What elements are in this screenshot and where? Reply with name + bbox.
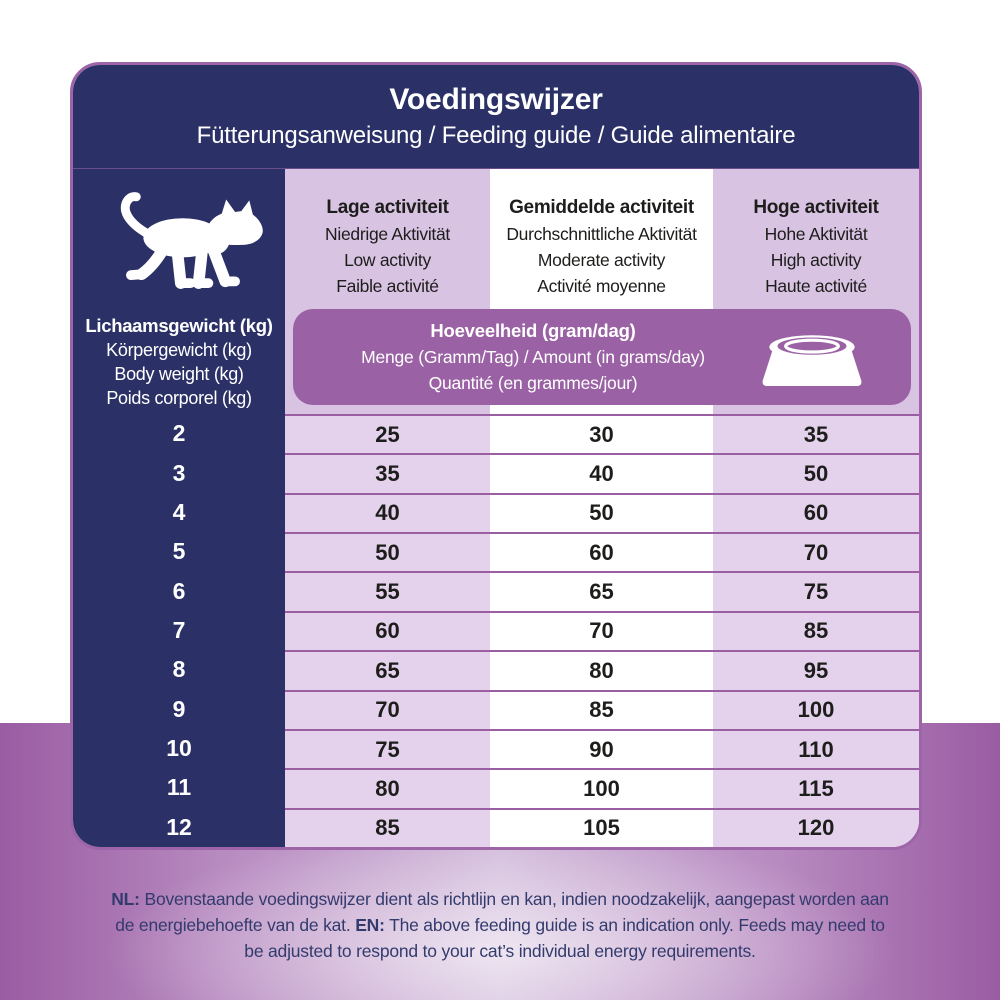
page-title: Voedingswijzer (389, 83, 603, 116)
weight-value: 7 (172, 616, 186, 643)
amount-cell-low: 40 (285, 492, 490, 533)
amount-banner: Hoeveelheid (gram/dag) Menge (Gramm/Tag) … (293, 309, 911, 405)
footer-note: NL: Bovenstaande voedingswijzer dient al… (110, 886, 890, 964)
weight-value: 9 (172, 695, 186, 722)
footer-en-text: The above feeding guide is an indication… (244, 915, 885, 961)
column-header-high-activity: Hoge activiteit Hohe Aktivität High activi… (713, 169, 919, 309)
text-line: Lage activiteit (326, 197, 449, 218)
amount-cell-moderate: 100 (490, 768, 713, 808)
amount-cell-moderate: 40 (490, 453, 713, 493)
weight-value: 3 (172, 459, 186, 486)
amount-cell-moderate: 60 (490, 532, 713, 572)
weight-value: 6 (172, 577, 186, 604)
cat-icon (73, 169, 285, 309)
weight-value: 4 (172, 498, 186, 525)
amount-cell-high: 120 (713, 807, 919, 847)
text-line: Körpergewicht (kg) (106, 339, 252, 360)
amount-cell-low: 80 (285, 768, 490, 808)
amount-cell-moderate: 90 (490, 728, 713, 769)
footer-en-label: EN: (355, 915, 385, 935)
text-line: Hoge activiteit (753, 197, 879, 218)
amount-cell-low: 50 (285, 532, 490, 572)
amount-banner-row: Hoeveelheid (gram/dag) Menge (Gramm/Tag) … (285, 309, 919, 414)
amount-cell-moderate: 85 (490, 689, 713, 729)
weight-value: 10 (166, 735, 192, 762)
text-line: Moderate activity (537, 250, 666, 270)
amount-cell-high: 85 (713, 610, 919, 651)
amount-cell-low: 55 (285, 571, 490, 611)
amount-cell-high: 75 (713, 571, 919, 611)
body-weight-column: Lichaamsgewicht (kg) Körpergewicht (kg) Bo… (73, 169, 285, 847)
amount-cell-low: 60 (285, 610, 490, 651)
weight-value: 12 (166, 813, 192, 840)
text-line: Durchschnittliche Aktivität (506, 224, 697, 244)
weight-value: 8 (172, 656, 186, 683)
text-line: Gemiddelde activiteit (509, 197, 694, 218)
text-line: Faible activité (336, 276, 439, 296)
amount-cell-moderate: 105 (490, 807, 713, 847)
text-line: Niedrige Aktivität (325, 224, 450, 244)
text-line: Hohe Aktivität (764, 224, 868, 244)
bowl-icon (753, 321, 871, 393)
text-line: Poids corporel (kg) (106, 387, 252, 408)
text-line: Menge (Gramm/Tag) / Amount (in grams/day… (361, 347, 705, 367)
page-subtitle: Fütterungsanweisung / Feeding guide / Gu… (196, 122, 796, 149)
amount-banner-text: Hoeveelheid (gram/dag) Menge (Gramm/Tag) … (305, 309, 761, 405)
footer-nl-text: Bovenstaande voedingswijzer dient als ri… (115, 889, 889, 935)
column-header-low-activity: Lage activiteit Niedrige Aktivität Low act… (285, 169, 490, 309)
amount-cell-high: 100 (713, 689, 919, 729)
text-line: Hoeveelheid (gram/dag) (430, 320, 636, 341)
weight-value: 5 (172, 538, 186, 565)
text-line: Lichaamsgewicht (kg) (85, 314, 273, 336)
footer-nl-label: NL: (111, 889, 140, 909)
amount-cell-low: 70 (285, 689, 490, 729)
feeding-guide-card: Voedingswijzer Fütterungsanweisung / Fee… (70, 62, 922, 850)
amount-cell-low: 25 (285, 414, 490, 454)
amount-cell-low: 85 (285, 807, 490, 847)
column-header-moderate-activity: Gemiddelde activiteit Durchschnittliche A… (490, 169, 713, 309)
amount-cell-moderate: 50 (490, 492, 713, 533)
amount-cell-low: 75 (285, 728, 490, 769)
amount-cell-high: 70 (713, 532, 919, 572)
amount-cell-moderate: 65 (490, 571, 713, 611)
amount-cell-low: 65 (285, 650, 490, 690)
amount-cell-high: 60 (713, 492, 919, 533)
body-weight-header: Lichaamsgewicht (kg) Körpergewicht (kg) Bo… (73, 309, 285, 414)
amount-cell-moderate: 30 (490, 414, 713, 454)
card-header: Voedingswijzer Fütterungsanweisung / Fee… (73, 65, 919, 169)
amount-cell-low: 35 (285, 453, 490, 493)
weight-value: 2 (172, 420, 186, 447)
text-line: Activité moyenne (537, 276, 666, 296)
weight-values: 2 3 4 5 6 7 8 9 10 11 12 (73, 414, 285, 847)
weight-value: 11 (166, 774, 192, 801)
text-line: Low activity (344, 250, 431, 270)
text-line: Haute activité (765, 276, 867, 296)
amount-cell-high: 95 (713, 650, 919, 690)
amount-grid: 25 30 35 35 40 50 40 50 60 50 60 70 55 65 75 60 70 85 65 80… (285, 414, 919, 847)
text-line: Body weight (kg) (114, 363, 244, 384)
amount-cell-high: 35 (713, 414, 919, 454)
amount-cell-high: 115 (713, 768, 919, 808)
text-line: High activity (770, 250, 862, 270)
feeding-table: Lichaamsgewicht (kg) Körpergewicht (kg) Bo… (73, 169, 919, 847)
amount-cell-high: 50 (713, 453, 919, 493)
text-line: Quantité (en grammes/jour) (428, 373, 638, 393)
amount-cell-moderate: 80 (490, 650, 713, 690)
amount-cell-high: 110 (713, 728, 919, 769)
amount-cell-moderate: 70 (490, 610, 713, 651)
